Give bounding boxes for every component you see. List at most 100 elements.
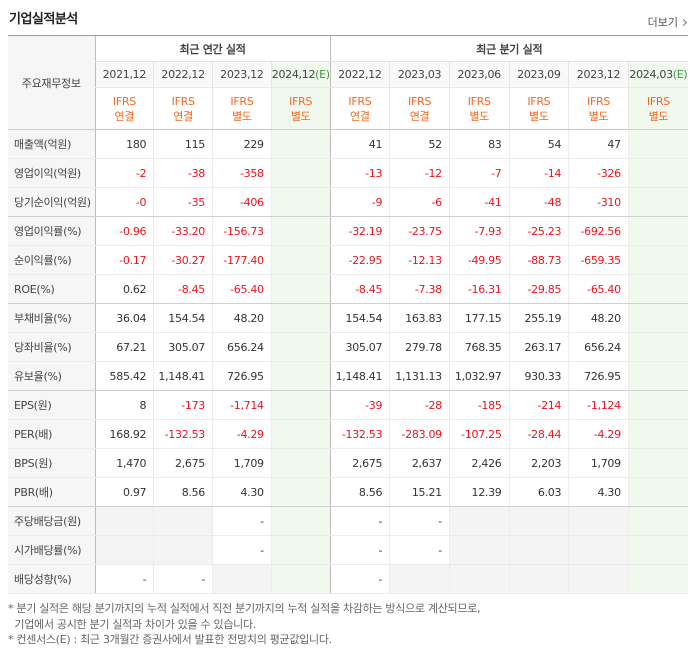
column-date: 2023,12: [568, 61, 629, 88]
value-cell: 768.35: [448, 332, 510, 362]
row-label: EPS(원): [8, 390, 95, 420]
value-cell: 726.95: [568, 361, 629, 391]
value-cell: -: [389, 535, 450, 565]
row-label: PBR(배): [8, 477, 95, 507]
value-cell: 15.21: [389, 477, 450, 507]
value-cell: 1,131.13: [389, 361, 450, 391]
value-cell: -: [329, 535, 390, 565]
standard-row: IFRS 연결 IFRS 연결 IFRS 별도 IFRS 별도 IFRS 연결 IFRS 연결 IFRS…: [8, 87, 688, 130]
value-cell: -29.85: [508, 274, 569, 304]
standard: IFRS: [646, 94, 670, 108]
value-cell: -28.44: [508, 419, 569, 449]
data-row: PER(배) 168.92 -132.53 -4.29 -132.53 -283.09 -1…: [8, 419, 688, 449]
value-cell: [627, 390, 688, 420]
value-cell: 48.20: [568, 303, 629, 333]
value-cell: -185: [448, 390, 510, 420]
basis: 별도: [648, 109, 669, 123]
value-cell: 305.07: [329, 332, 390, 362]
value-cell: -8.45: [329, 274, 390, 304]
basis: 별도: [232, 109, 252, 123]
value-cell: [568, 535, 629, 565]
value-cell: -88.73: [508, 245, 569, 275]
footnote: * 분기 실적은 해당 분기까지의 누적 실적에서 직전 분기까지의 누적 실적…: [8, 602, 481, 615]
data-row: BPS(원) 1,470 2,675 1,709 2,675 2,637 2,426 2,20…: [8, 448, 688, 478]
more-link[interactable]: 더보기: [648, 14, 686, 30]
row-label: 배당성향(%): [8, 564, 95, 594]
date-row: 2021,12 2022,12 2023,12 2024,12(E) 2022,12 20…: [8, 61, 688, 88]
data-row: 순이익률(%) -0.17 -30.27 -177.40 -22.95 -12.13 -49…: [8, 245, 688, 275]
column-standard: IFRS 별도: [627, 87, 688, 130]
value-cell: [627, 303, 688, 333]
value-cell: -30.27: [153, 245, 213, 275]
standard: IFRS: [171, 94, 195, 108]
date: 2023,09: [517, 68, 561, 81]
value-cell: 1,709: [568, 448, 629, 478]
financial-table: 주요재무정보 최근 연간 실적 최근 분기 실적 2021,12 2022,12 2023…: [8, 35, 688, 594]
value-cell: -326: [568, 158, 629, 188]
value-cell: -6: [389, 187, 450, 217]
row-label: 부채비율(%): [8, 303, 95, 333]
value-cell: [627, 216, 688, 246]
value-cell: [270, 129, 331, 159]
data-row: 당좌비율(%) 67.21 305.07 656.24 305.07 279.78 768.…: [8, 332, 688, 362]
value-cell: -7.38: [389, 274, 450, 304]
data-row: EPS(원) 8 -173 -1,714 -39 -28 -185 -214 -1,124: [8, 390, 688, 420]
row-label: BPS(원): [8, 448, 95, 478]
value-cell: -8.45: [153, 274, 213, 304]
date: 2023,12: [576, 68, 621, 81]
value-cell: [627, 535, 688, 565]
value-cell: -107.25: [448, 419, 510, 449]
column-date: 2021,12: [94, 61, 154, 88]
value-cell: [270, 419, 331, 449]
column-standard: IFRS 연결: [389, 87, 450, 130]
footnote: * 컨센서스(E) : 최근 3개월간 증권사에서 발표한 전망치의 평균값입니…: [8, 633, 332, 646]
basis: 별도: [469, 109, 489, 123]
value-cell: [94, 535, 154, 565]
value-cell: 2,203: [508, 448, 569, 478]
value-cell: 48.20: [212, 303, 272, 333]
value-cell: -16.31: [448, 274, 510, 304]
value-cell: 1,709: [212, 448, 272, 478]
value-cell: -: [389, 506, 450, 536]
group-header: 최근 연간 실적: [94, 35, 331, 62]
value-cell: [153, 506, 213, 536]
value-cell: [270, 477, 331, 507]
column-date: 2024,12(E): [270, 61, 330, 88]
value-cell: 2,426: [448, 448, 510, 478]
value-cell: 67.21: [94, 332, 154, 362]
value-cell: -14: [508, 158, 569, 188]
value-cell: -2: [94, 158, 154, 188]
basis: 별도: [290, 109, 311, 123]
data-row: PBR(배) 0.97 8.56 4.30 8.56 15.21 12.39 6.03 4.30: [8, 477, 688, 507]
column-date: 2024,03(E): [627, 61, 688, 88]
value-cell: 305.07: [153, 332, 213, 362]
value-cell: [627, 129, 688, 159]
value-cell: 8: [94, 390, 154, 420]
row-label: 주당배당금(원): [8, 506, 95, 536]
row-label: 유보율(%): [8, 361, 95, 391]
value-cell: 1,148.41: [153, 361, 213, 391]
section-title: 기업실적분석: [9, 12, 78, 27]
value-cell: 8.56: [153, 477, 213, 507]
value-cell: -406: [212, 187, 272, 217]
value-cell: 6.03: [508, 477, 569, 507]
column-date: 2023,12: [212, 61, 272, 88]
value-cell: 47: [568, 129, 629, 159]
value-cell: -38: [153, 158, 213, 188]
standard: IFRS: [348, 94, 372, 108]
basis: 연결: [350, 109, 370, 123]
value-cell: [270, 245, 331, 275]
value-cell: -358: [212, 158, 272, 188]
value-cell: 154.54: [329, 303, 390, 333]
column-standard: IFRS 연결: [329, 87, 390, 130]
value-cell: -: [329, 506, 390, 536]
value-cell: [270, 332, 331, 362]
row-label: ROE(%): [8, 274, 95, 304]
value-cell: [270, 448, 331, 478]
value-cell: -12.13: [389, 245, 450, 275]
data-row: 당기순이익(억원) -0 -35 -406 -9 -6 -41 -48 -310: [8, 187, 688, 217]
standard: IFRS: [527, 94, 551, 108]
column-date: 2022,12: [329, 61, 390, 88]
value-cell: [94, 506, 154, 536]
